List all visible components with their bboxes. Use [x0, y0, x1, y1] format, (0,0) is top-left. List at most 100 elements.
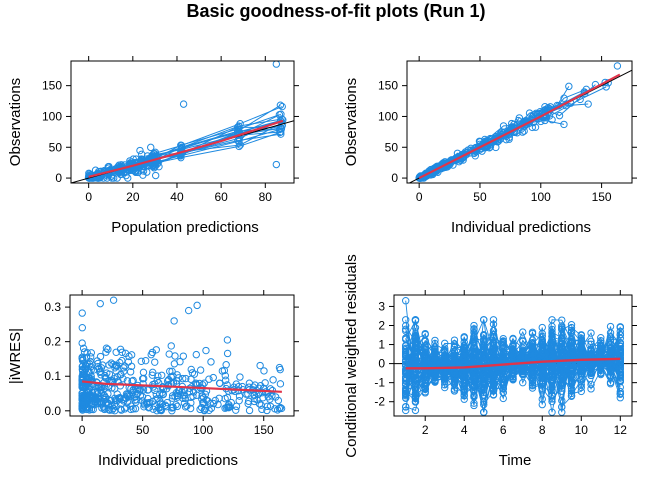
plot-area-iwres	[78, 296, 286, 415]
data-point	[222, 403, 231, 412]
data-point	[402, 406, 410, 415]
data-point	[198, 395, 206, 403]
panel-pred-vs-obs: Population predictions Observations 0 20 4…	[7, 56, 299, 236]
data-point	[587, 385, 595, 393]
data-point	[587, 380, 595, 389]
data-point	[251, 388, 259, 396]
data-point	[402, 403, 410, 411]
data-point	[279, 116, 287, 124]
data-point	[78, 403, 86, 412]
data-point	[171, 352, 179, 360]
data-point	[116, 358, 124, 367]
subject-line	[405, 319, 621, 386]
data-point	[431, 372, 439, 381]
data-point	[196, 366, 205, 374]
data-point	[144, 386, 152, 394]
data-point	[499, 345, 507, 353]
data-point	[402, 316, 410, 324]
data-point	[411, 358, 420, 367]
ylabel-ipred: Observations	[343, 78, 360, 166]
x-tick-label: 0	[85, 190, 92, 204]
data-point	[606, 322, 615, 331]
data-point	[156, 405, 165, 414]
data-point	[188, 369, 197, 377]
x-tick-label: 20	[126, 190, 140, 204]
data-point	[606, 378, 615, 387]
data-point	[131, 405, 140, 413]
data-point	[558, 316, 566, 324]
data-point	[110, 168, 119, 177]
data-point	[460, 334, 468, 342]
data-point	[499, 367, 507, 376]
data-point	[597, 334, 605, 342]
data-point	[276, 403, 285, 412]
data-point	[402, 335, 410, 343]
data-point	[560, 120, 568, 129]
data-point	[441, 348, 449, 356]
data-point	[167, 342, 175, 350]
data-point	[139, 368, 148, 377]
data-point	[78, 389, 86, 397]
data-point	[147, 143, 155, 152]
data-point	[577, 344, 585, 352]
data-point	[276, 380, 285, 388]
data-point	[202, 396, 211, 404]
y-tick-label: 0	[391, 171, 398, 185]
data-point	[186, 404, 195, 413]
y-tick-label: 100	[42, 109, 62, 123]
data-point	[478, 141, 487, 150]
data-point	[421, 379, 429, 387]
data-point	[232, 380, 240, 388]
data-point	[221, 376, 230, 384]
data-point	[169, 372, 177, 381]
data-point	[450, 342, 459, 350]
y-tick-label: 50	[385, 140, 399, 154]
data-point	[260, 367, 268, 375]
xlabel-iwres: Individual predictions	[98, 452, 238, 469]
y-tick-label: 0.3	[44, 300, 61, 314]
data-point	[489, 340, 498, 348]
data-point	[520, 127, 528, 135]
data-point	[127, 405, 135, 414]
data-point	[221, 371, 229, 380]
data-point	[470, 381, 478, 389]
data-point	[94, 359, 102, 368]
y-tick-label: 1	[378, 338, 385, 352]
data-point	[587, 329, 595, 337]
data-point	[558, 387, 566, 395]
data-point	[538, 400, 546, 409]
y-tick-label: 0	[378, 357, 385, 371]
data-point	[480, 391, 488, 399]
data-point	[411, 406, 420, 415]
panel-frame	[406, 60, 633, 184]
data-point	[207, 358, 215, 366]
data-point	[86, 353, 95, 361]
outlier-point	[272, 61, 281, 68]
x-tick-label: 100	[193, 423, 213, 437]
data-point	[183, 402, 191, 410]
data-point	[587, 347, 595, 355]
data-point	[102, 393, 110, 402]
data-point	[154, 404, 163, 412]
data-point	[151, 358, 159, 366]
y-tick-label: 3	[378, 299, 385, 313]
data-point	[606, 350, 615, 358]
data-point	[119, 364, 128, 372]
data-point	[139, 380, 147, 388]
data-point	[259, 394, 267, 402]
data-point	[480, 400, 488, 409]
data-point	[519, 337, 527, 346]
data-point	[577, 354, 585, 362]
data-point	[151, 171, 160, 180]
smooth-line	[81, 380, 282, 393]
data-point	[264, 388, 272, 397]
data-point	[606, 346, 615, 354]
y-tick-label: 0	[55, 171, 62, 185]
data-point	[597, 363, 605, 371]
data-point	[82, 405, 91, 414]
data-point	[152, 395, 160, 403]
data-point	[126, 368, 135, 376]
data-point	[140, 401, 149, 409]
